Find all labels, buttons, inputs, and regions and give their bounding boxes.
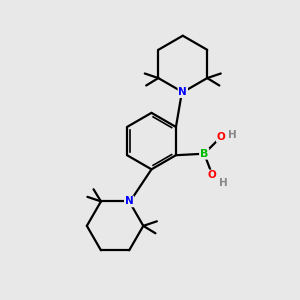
- Text: B: B: [200, 149, 208, 159]
- Text: H: H: [228, 130, 236, 140]
- Text: N: N: [125, 196, 134, 206]
- Text: N: N: [178, 87, 187, 97]
- Text: O: O: [217, 132, 226, 142]
- Text: O: O: [207, 170, 216, 180]
- Text: H: H: [218, 178, 227, 188]
